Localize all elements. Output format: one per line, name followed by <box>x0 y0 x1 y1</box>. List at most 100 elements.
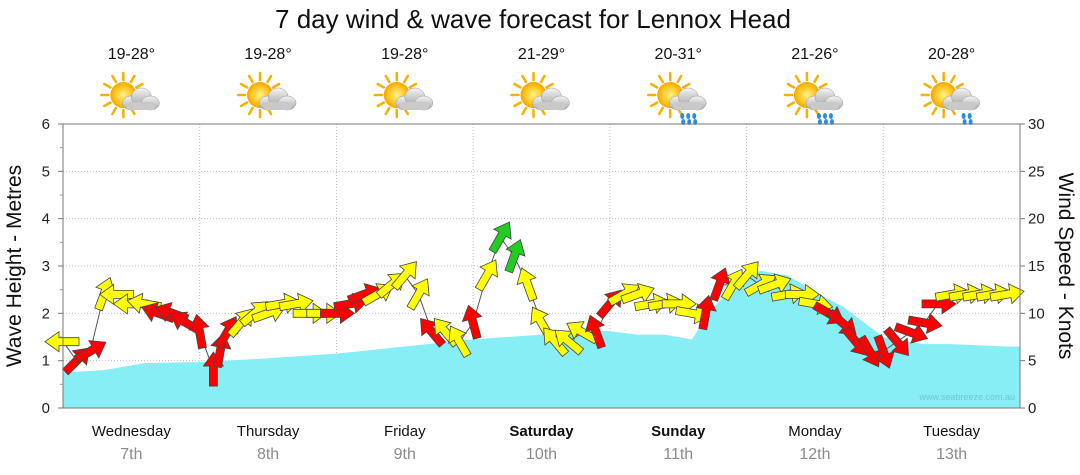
right-axis-title: Wind Speed - Knots <box>1054 173 1077 360</box>
cloud-shape <box>122 87 160 111</box>
sun-ray <box>103 82 112 89</box>
right-tick-label: 20 <box>1028 211 1045 228</box>
rain-drop <box>816 113 821 119</box>
day-date-label: 12th <box>799 446 830 463</box>
sun-ray <box>239 82 249 89</box>
partly-cloudy-icon <box>373 71 434 119</box>
cloud-shape <box>258 87 297 111</box>
plot-area <box>44 123 1025 409</box>
sun-ray <box>813 74 820 84</box>
sun-ray <box>818 82 828 89</box>
wind-arrow <box>188 313 210 350</box>
showers-icon <box>920 71 980 125</box>
sun-ray <box>384 74 391 84</box>
wind-arrow-shape <box>44 330 80 353</box>
sun-ray <box>376 101 386 108</box>
day-name-label: Friday <box>384 423 426 440</box>
partly-cloudy-icon <box>510 71 570 119</box>
sun-ray <box>384 106 391 116</box>
sun-ray <box>513 82 522 89</box>
day-date-label: 8th <box>257 446 279 463</box>
sun-ray <box>923 101 932 108</box>
sun-ray <box>271 82 281 89</box>
sun-ray <box>657 74 664 84</box>
wind-arrow-shape <box>695 294 717 331</box>
sun-ray <box>923 82 932 89</box>
cloud-base <box>263 102 293 110</box>
rain-drop <box>822 113 827 119</box>
partly-cloudy-icon <box>236 71 297 119</box>
cloud-base <box>399 102 429 110</box>
wind-arrow-shape <box>504 238 526 274</box>
wind-arrow-shape <box>516 267 538 302</box>
wind-arrow <box>989 283 1025 305</box>
temperature-label: 21-29° <box>518 46 565 63</box>
sun-ray <box>403 74 410 84</box>
sun-ray <box>408 82 418 89</box>
wind-arrow-shape <box>406 278 430 311</box>
wind-arrow <box>907 312 943 335</box>
temperature-label: 19-28° <box>381 46 428 63</box>
wind-arrow-shape <box>188 313 210 350</box>
day-name-label: Wednesday <box>92 423 171 440</box>
left-tick-label: 3 <box>42 258 50 275</box>
sun-ray <box>931 74 938 84</box>
wind-arrow-shape <box>907 312 943 335</box>
wind-arrow-shape <box>390 261 417 291</box>
wind-arrow <box>883 326 910 357</box>
cloud-base <box>536 102 566 110</box>
sun-ray <box>247 74 254 84</box>
wind-arrow <box>448 325 472 359</box>
sun-ray <box>111 74 118 84</box>
sun-ray <box>376 82 386 89</box>
day-date-label: 11th <box>663 446 693 463</box>
left-tick-label: 5 <box>42 163 50 180</box>
cloud-shape <box>942 87 980 125</box>
right-tick-label: 15 <box>1028 258 1045 275</box>
sun-ray <box>266 74 273 84</box>
wind-arrow-shape <box>488 221 512 255</box>
right-tick-label: 5 <box>1028 353 1036 370</box>
cloud-shape <box>395 87 434 111</box>
rain-drop <box>680 113 685 119</box>
wind-arrow-shape <box>732 261 759 291</box>
day-name-label: Thursday <box>237 423 300 440</box>
day-name-label: Sunday <box>651 423 706 440</box>
day-date-label: 7th <box>120 446 142 463</box>
wind-arrows <box>44 221 1025 387</box>
left-tick-label: 2 <box>42 305 50 322</box>
left-axis-title: Wave Height - Metres <box>3 165 26 367</box>
wind-arrow <box>461 304 483 340</box>
left-tick-label: 6 <box>42 116 50 133</box>
sun-ray <box>521 74 528 84</box>
sun-ray <box>129 74 136 84</box>
sun-ray <box>103 101 112 108</box>
wind-arrow-shape <box>73 340 107 364</box>
day-date-label: 10th <box>526 446 557 463</box>
wind-arrow <box>488 221 512 255</box>
wind-arrow <box>695 294 717 331</box>
right-tick-label: 25 <box>1028 163 1045 180</box>
temperature-label: 21-26° <box>791 46 838 63</box>
sun-ray <box>794 106 801 116</box>
sun-ray <box>794 74 801 84</box>
day-name-label: Monday <box>788 423 842 440</box>
sun-ray <box>135 82 144 89</box>
wind-arrow <box>504 238 526 274</box>
sun-ray <box>657 106 664 116</box>
wind-arrow <box>474 259 498 292</box>
day-date-label: 13th <box>936 446 967 463</box>
temperature-label: 19-28° <box>108 46 155 63</box>
sun-ray <box>649 82 659 89</box>
cloud-base <box>946 102 976 110</box>
sun-ray <box>676 74 683 84</box>
rain-drop <box>967 113 972 119</box>
showers-icon <box>783 71 844 125</box>
left-axis-ticks: 0 1 2 3 4 5 6 <box>42 116 63 417</box>
sun-ray <box>649 101 659 108</box>
wave-height-area <box>63 270 1020 408</box>
right-tick-label: 30 <box>1028 116 1045 133</box>
sun-ray <box>239 101 249 108</box>
sun-ray <box>786 101 796 108</box>
cloud-shape <box>532 87 570 111</box>
